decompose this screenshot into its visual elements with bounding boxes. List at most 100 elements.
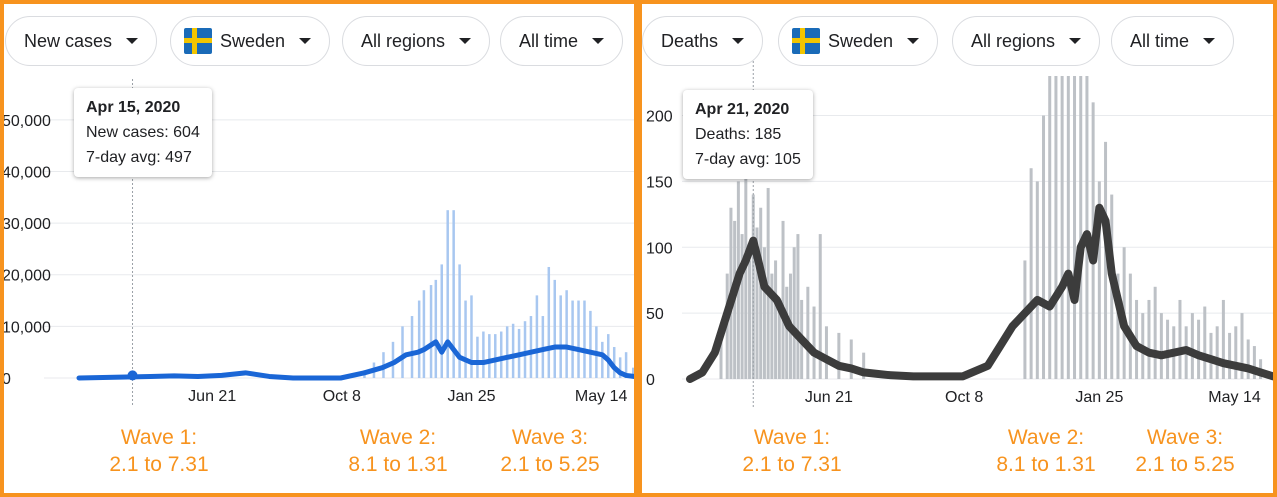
metric-dropdown[interactable]: Deaths [642,16,764,66]
country-dropdown[interactable]: Sweden [170,16,331,66]
data-bar [1054,76,1058,379]
wave-title: Wave 2: [1007,426,1085,449]
data-bar [612,347,616,378]
y-tick-label: 30,000 [4,216,51,233]
data-bar [583,300,586,378]
data-bar [559,295,562,378]
data-bar [774,260,778,379]
data-bar [440,264,444,378]
time-range-label: All time [1130,30,1190,51]
time-range-label: All time [519,30,579,51]
x-tick-label: May 14 [575,388,628,405]
x-tick-label: Jan 25 [447,388,495,405]
region-label: All regions [971,30,1056,51]
data-bar [624,352,628,378]
data-bar [748,260,752,379]
wave-range: 2.1 to 7.31 [109,453,209,476]
data-bar [1066,76,1070,379]
caret-down-icon [592,38,605,44]
metric-label: Deaths [661,30,719,51]
data-bar [1203,306,1207,379]
data-bar [719,339,723,379]
data-bar [812,306,816,379]
data-bar [849,339,853,379]
new-cases-chart: 0 10,000 20,000 30,000 40,000 50,000 Jun 21 Oct… [4,79,634,406]
data-bar [1252,346,1256,379]
y-tick-label: 20,000 [4,268,51,285]
data-bar [785,286,789,379]
data-bar [535,295,539,378]
data-bar [781,220,785,379]
data-bar [1060,76,1064,379]
y-tick-label: 0 [4,371,11,388]
y-tick-label: 150 [646,174,673,191]
data-bar [410,316,414,378]
region-dropdown[interactable]: All regions [952,16,1101,66]
time-range-dropdown[interactable]: All time [500,16,624,66]
data-bar [762,247,766,379]
data-bar [1178,299,1182,379]
wave-title: Wave 1: [753,426,831,449]
data-bar [792,247,796,379]
country-label: Sweden [828,30,894,51]
data-bar [565,290,568,378]
data-bar [589,310,592,378]
data-bar [631,367,634,378]
caret-down-icon [732,38,745,44]
data-bar [1153,286,1157,379]
data-bar [1240,313,1244,379]
wave-range: 2.1 to 5.25 [1135,453,1235,476]
country-dropdown[interactable]: Sweden [778,16,939,66]
data-bar [1215,326,1219,379]
y-tick-label: 40,000 [4,164,51,181]
wave-2-label: Wave 2: 8.1 to 1.31 [986,424,1106,478]
data-bar [1116,273,1120,379]
region-dropdown[interactable]: All regions [342,16,491,66]
data-bar [806,286,810,379]
x-tick-label: Oct 8 [945,389,983,406]
wave-2-label: Wave 2: 8.1 to 1.31 [338,424,458,478]
data-bar [434,279,438,378]
deaths-panel: Deaths Sweden All regions All time 0 50 10… [638,0,1277,497]
tooltip-average: 7-day avg: 105 [695,151,801,168]
data-bar [740,234,744,379]
data-bar [446,210,449,378]
region-label: All regions [361,30,446,51]
tooltip-average: 7-day avg: 497 [86,149,192,166]
data-bar [494,334,497,378]
data-bar [759,207,763,379]
data-bar [571,300,574,378]
metric-label: New cases [24,30,113,51]
tooltip-value: New cases: 604 [86,124,200,141]
data-bar [452,210,455,378]
time-range-dropdown[interactable]: All time [1111,16,1235,66]
highlight-point [127,370,138,381]
metric-dropdown[interactable]: New cases [5,16,158,66]
data-bar [1104,141,1108,379]
x-tick-label: May 14 [1208,389,1261,406]
data-bar [1085,76,1089,379]
data-bar [1159,313,1163,379]
caret-down-icon [907,38,920,44]
y-tick-label: 0 [646,372,655,389]
data-bar [523,321,527,378]
wave-title: Wave 1: [120,426,198,449]
wave-range: 2.1 to 5.25 [500,453,600,476]
chart-tooltip: Apr 21, 2020 Deaths: 185 7-day avg: 105 [683,90,813,179]
data-bar [553,279,556,378]
data-bar [499,331,503,378]
data-bar [458,264,461,378]
caret-down-icon [1203,38,1216,44]
data-bar [777,299,781,379]
country-label: Sweden [220,30,286,51]
data-bar [577,300,580,378]
data-bar [1166,319,1170,379]
data-bar [511,323,515,378]
data-bar [1228,332,1232,379]
data-bar [1197,319,1201,379]
data-bar [482,331,485,378]
data-bar [1246,339,1250,379]
data-bar [818,234,822,379]
caret-down-icon [126,38,139,44]
data-bar [401,326,404,378]
